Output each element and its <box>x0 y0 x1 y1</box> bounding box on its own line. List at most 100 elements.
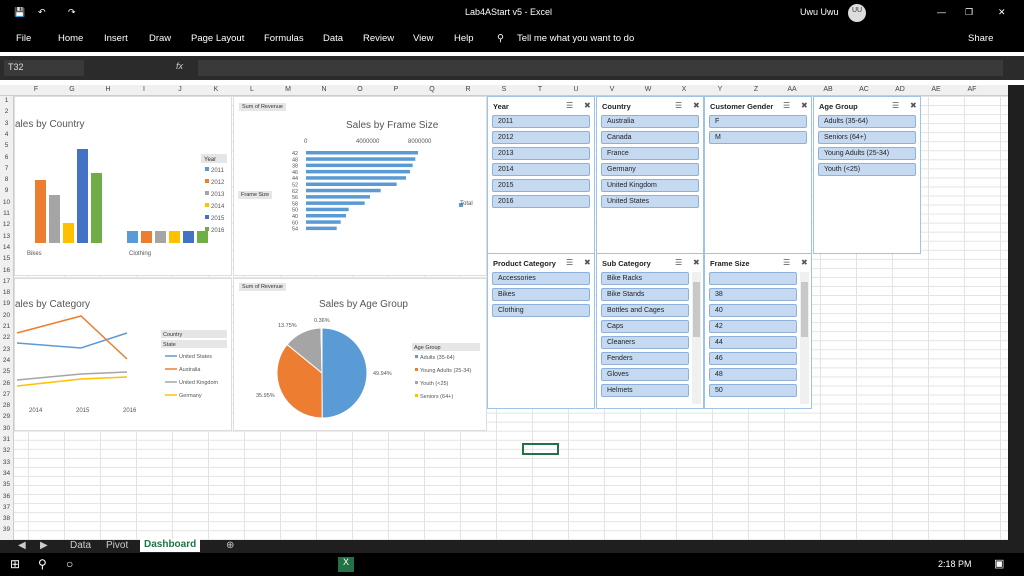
row-header[interactable]: 6 <box>4 153 9 161</box>
row-header[interactable]: 10 <box>2 198 11 206</box>
row-header[interactable]: 19 <box>2 300 11 308</box>
tab-review[interactable]: Review <box>363 33 395 44</box>
row-header[interactable]: 4 <box>4 130 9 138</box>
slicer-item[interactable]: 2011 <box>492 115 590 128</box>
column-header[interactable]: J <box>178 86 182 93</box>
selected-cell-t32[interactable] <box>522 443 559 455</box>
search-icon[interactable]: ⚲ <box>38 557 47 571</box>
slicer-item[interactable]: 2014 <box>492 163 590 176</box>
column-header[interactable]: V <box>609 86 615 93</box>
column-header[interactable]: S <box>501 86 507 93</box>
field-button-sum-revenue[interactable]: Sum of Revenue <box>239 103 286 111</box>
redo-icon[interactable]: ↷ <box>68 7 76 17</box>
tab-formulas[interactable]: Formulas <box>264 33 304 44</box>
column-header[interactable]: AE <box>931 86 941 93</box>
column-header[interactable]: N <box>321 86 327 93</box>
slicer-item[interactable]: 50 <box>709 384 797 397</box>
row-header[interactable]: 18 <box>2 289 11 297</box>
column-header[interactable]: AC <box>859 86 869 93</box>
slicer-item[interactable]: Accessories <box>492 272 590 285</box>
slicer-item[interactable]: Seniors (64+) <box>818 131 916 144</box>
multi-select-icon[interactable]: ☰ <box>783 101 791 110</box>
undo-icon[interactable]: ↶ <box>38 7 46 17</box>
clear-filter-icon[interactable]: ✖ <box>584 258 591 267</box>
chart-sales-by-country[interactable]: ales by Country 2011 2012 2013 2014 2015 2016… <box>14 96 232 276</box>
slicer-item[interactable]: Cleaners <box>601 336 689 349</box>
save-icon[interactable]: 💾 <box>14 7 26 17</box>
tab-page-layout[interactable]: Page Layout <box>191 33 245 44</box>
row-header[interactable]: 14 <box>2 243 11 251</box>
excel-app-icon[interactable]: X <box>338 557 354 572</box>
slicer-item[interactable]: Caps <box>601 320 689 333</box>
slicer-item[interactable]: Bottles and Cages <box>601 304 689 317</box>
windows-start-icon[interactable]: ⊞ <box>10 557 21 571</box>
row-header[interactable]: 5 <box>4 142 9 150</box>
slicer-item[interactable]: Fenders <box>601 352 689 365</box>
slicer-item[interactable]: 48 <box>709 368 797 381</box>
slicer-item[interactable]: Bike Stands <box>601 288 689 301</box>
slicer-item[interactable]: United States <box>601 195 699 208</box>
tab-view[interactable]: View <box>413 33 434 44</box>
column-header[interactable]: H <box>105 86 111 93</box>
row-header[interactable]: 34 <box>2 469 11 477</box>
vertical-scrollbar[interactable] <box>1008 85 1024 540</box>
tab-help[interactable]: Help <box>454 33 474 44</box>
slicer-item[interactable]: 2016 <box>492 195 590 208</box>
tab-insert[interactable]: Insert <box>104 33 128 44</box>
task-view-icon[interactable]: ○ <box>66 557 74 571</box>
row-header[interactable]: 15 <box>2 255 11 263</box>
row-header[interactable]: 36 <box>2 492 11 500</box>
row-header[interactable]: 33 <box>2 458 11 466</box>
row-header[interactable]: 31 <box>2 436 11 443</box>
slicer-item[interactable]: Clothing <box>492 304 590 317</box>
minimize-icon[interactable]: — <box>937 7 946 17</box>
row-header[interactable]: 22 <box>2 334 11 342</box>
row-header[interactable]: 3 <box>4 119 9 127</box>
slicer-item[interactable]: Adults (35-64) <box>818 115 916 128</box>
row-header[interactable]: 2 <box>4 108 9 116</box>
column-header[interactable]: AA <box>787 86 797 93</box>
column-header[interactable]: Y <box>717 86 723 93</box>
row-header[interactable]: 38 <box>2 515 11 523</box>
column-header[interactable]: O <box>357 86 363 93</box>
name-box[interactable]: T32 <box>4 60 84 76</box>
column-header[interactable]: L <box>250 86 254 93</box>
row-header[interactable]: 9 <box>4 187 9 195</box>
slicer-item[interactable]: Bikes <box>492 288 590 301</box>
row-header[interactable]: 28 <box>2 402 11 410</box>
sheet-tab-dashboard[interactable]: Dashboard <box>140 539 201 552</box>
slicer-scrollbar[interactable] <box>692 272 701 404</box>
clear-filter-icon[interactable]: ✖ <box>693 258 700 267</box>
slicer-item[interactable]: Youth (<25) <box>818 163 916 176</box>
slicer-item[interactable]: F <box>709 115 807 128</box>
close-icon[interactable]: ✕ <box>998 7 1006 17</box>
multi-select-icon[interactable]: ☰ <box>566 258 574 267</box>
slicer-item[interactable] <box>709 272 797 285</box>
row-header[interactable]: 29 <box>2 413 11 421</box>
column-header[interactable]: T <box>537 86 543 93</box>
slicer-item[interactable]: 40 <box>709 304 797 317</box>
notifications-icon[interactable]: ▣ <box>994 558 1005 570</box>
slicer-item[interactable]: 2015 <box>492 179 590 192</box>
row-header[interactable]: 26 <box>2 379 11 387</box>
slicer-item[interactable]: United Kingdom <box>601 179 699 192</box>
column-header[interactable]: X <box>681 86 687 93</box>
row-header[interactable]: 7 <box>4 164 9 172</box>
slicer-item[interactable]: 38 <box>709 288 797 301</box>
slicer-item[interactable]: M <box>709 131 807 144</box>
column-header[interactable]: W <box>644 86 652 93</box>
slicer-item[interactable]: 2013 <box>492 147 590 160</box>
column-header[interactable]: Z <box>753 86 759 93</box>
column-header[interactable]: AB <box>823 86 833 93</box>
slicer-item[interactable]: Helmets <box>601 384 689 397</box>
column-header[interactable]: AD <box>895 86 905 93</box>
multi-select-icon[interactable]: ☰ <box>892 101 900 110</box>
chart-sales-by-frame-size[interactable]: Sum of Revenue Sales by Frame Size Frame… <box>233 96 487 276</box>
row-header[interactable]: 21 <box>2 323 11 330</box>
sheet-tab-data[interactable]: Data <box>70 540 92 551</box>
slicer-item[interactable]: 44 <box>709 336 797 349</box>
slicer-item[interactable]: 46 <box>709 352 797 365</box>
tab-file[interactable]: File <box>16 33 32 44</box>
tell-me-search[interactable]: Tell me what you want to do <box>517 33 635 44</box>
column-header[interactable]: G <box>69 86 75 93</box>
